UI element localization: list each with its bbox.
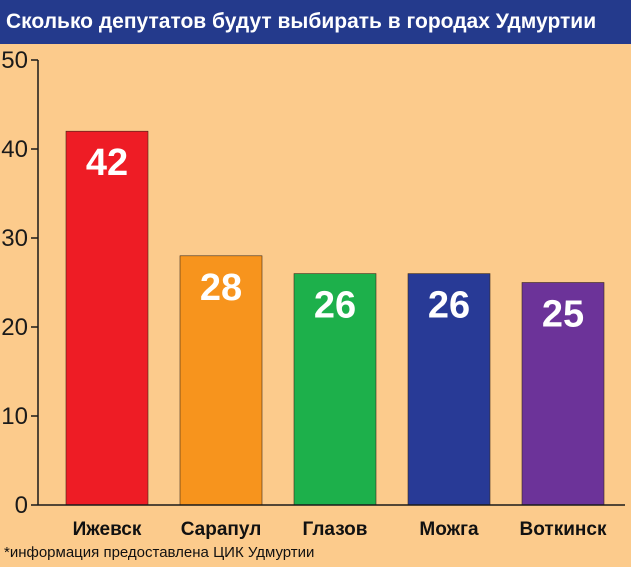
y-tick-label-40: 40: [1, 136, 28, 163]
x-axis-labels: Ижевск Сарапул Глазов Можга Воткинск: [73, 519, 607, 540]
x-tick-label-3: Глазов: [303, 519, 368, 540]
x-tick-label-5: Воткинск: [520, 519, 607, 540]
y-tick-label-20: 20: [1, 314, 28, 341]
footnote: *информация предоставлена ЦИК Удмуртии: [4, 544, 315, 561]
x-tick-label-2: Сарапул: [181, 519, 262, 540]
y-tick-label-30: 30: [1, 225, 28, 252]
bar-value-label-3: 26: [314, 285, 356, 327]
bar-3: [293, 273, 377, 506]
bars: [65, 130, 605, 506]
chart-title: Сколько депутатов будут выбирать в город…: [0, 0, 631, 44]
bar-value-label-1: 42: [86, 142, 128, 184]
bar-value-label-2: 28: [200, 267, 242, 309]
y-tick-label-50: 50: [1, 47, 28, 74]
y-tick-label-10: 10: [1, 403, 28, 430]
y-axis-ticks: 0 10 20 30 40 50: [1, 47, 38, 519]
bar-2: [179, 255, 263, 506]
bar-value-label-4: 26: [428, 285, 470, 327]
x-tick-label-4: Можга: [419, 519, 479, 540]
x-tick-label-1: Ижевск: [73, 519, 142, 540]
bar-5: [521, 282, 605, 506]
y-tick-label-0: 0: [15, 492, 28, 519]
bar-value-label-5: 25: [542, 294, 584, 336]
bar-4: [407, 273, 491, 506]
bar-value-labels: 42 28 26 26 25: [86, 142, 584, 335]
bar-1: [65, 130, 149, 506]
